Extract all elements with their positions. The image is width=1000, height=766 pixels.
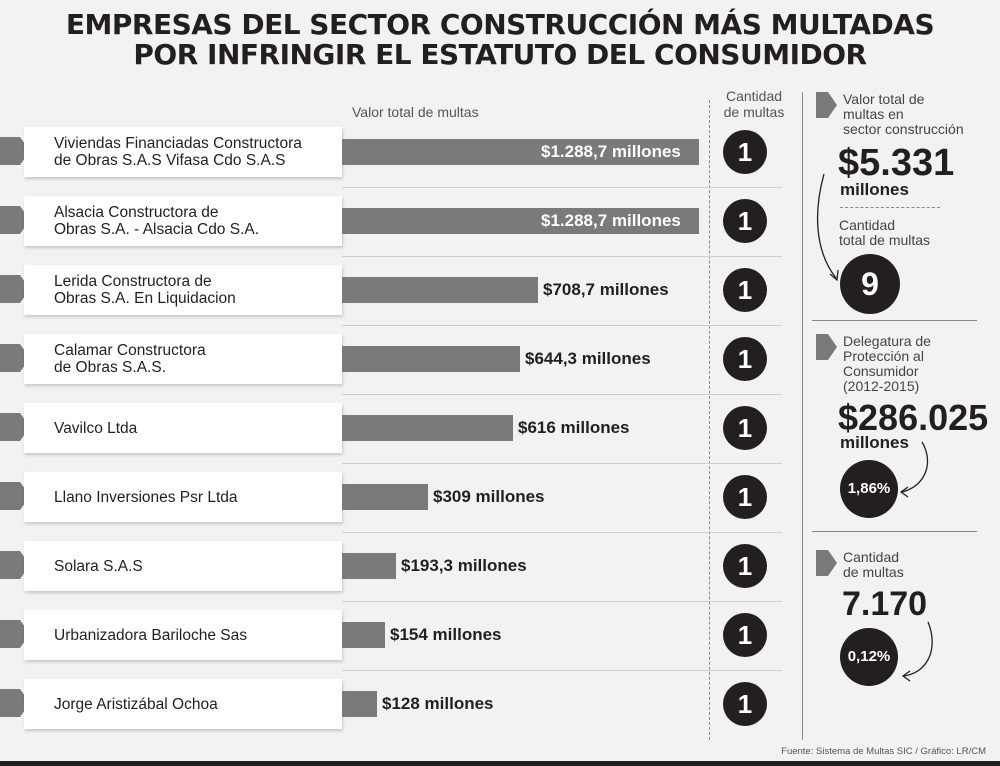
- panel-arrow-2-tip-icon: [828, 334, 837, 360]
- count-circle: 1: [723, 268, 767, 312]
- company-name: Urbanizadora Bariloche Sas: [24, 610, 342, 660]
- row-separator: [342, 670, 782, 671]
- company-name: Calamar Constructora de Obras S.A.S.: [24, 334, 342, 384]
- delegatura-unit: millones: [840, 433, 909, 452]
- value-label: $193,3 millones: [401, 556, 527, 575]
- value-bar: [342, 622, 385, 648]
- row-arrow-icon: [0, 413, 20, 441]
- panel-arrow-3-icon: [816, 550, 828, 576]
- curved-arrow-1-icon: [816, 173, 839, 282]
- curved-arrow-2-icon: [899, 441, 929, 498]
- row-separator: [342, 601, 782, 602]
- total-value-unit: millones: [840, 180, 909, 199]
- title-line-1: EMPRESAS DEL SECTOR CONSTRUCCIÓN MÁS MUL…: [65, 8, 935, 41]
- value-label: $1.288,7 millones: [541, 142, 681, 161]
- panel-arrow-icon: [816, 92, 828, 118]
- row-arrow-icon: [0, 482, 20, 510]
- total-value: $5.331: [838, 142, 955, 184]
- count-column-divider: [709, 100, 710, 740]
- value-label: $128 millones: [382, 694, 494, 713]
- row-arrow-icon: [0, 344, 20, 372]
- value-bar: [342, 553, 396, 579]
- delegatura-value: $286.025: [838, 397, 989, 438]
- total-value-label: Valor total de multas en sector construc…: [843, 91, 964, 137]
- curved-arrow-3-icon: [901, 621, 933, 682]
- company-name: Viviendas Financiadas Constructora de Ob…: [24, 127, 342, 177]
- company-name: Alsacia Constructora de Obras S.A. - Als…: [24, 196, 342, 246]
- total-count-circle: 9: [840, 254, 900, 314]
- count-circle: 1: [723, 130, 767, 174]
- row-separator: [342, 532, 782, 533]
- source-note: Fuente: Sistema de Multas SIC / Gráfico:…: [781, 746, 986, 757]
- company-name: Jorge Aristizábal Ochoa: [24, 679, 342, 729]
- multas-label: Cantidad de multas: [843, 549, 904, 580]
- company-name: Lerida Constructora de Obras S.A. En Liq…: [24, 265, 342, 315]
- value-label: $309 millones: [433, 487, 545, 506]
- bottom-rule: [0, 761, 1000, 766]
- row-separator: [342, 394, 782, 395]
- panel-arrow-2-icon: [816, 334, 828, 360]
- delegatura-percent-circle: 1,86%: [840, 460, 898, 518]
- count-column-header: Cantidad de multas: [723, 88, 785, 120]
- row-separator: [342, 463, 782, 464]
- value-label: $708,7 millones: [543, 280, 669, 299]
- row-arrow-icon: [0, 620, 20, 648]
- chart-title: EMPRESAS DEL SECTOR CONSTRUCCIÓN MÁS MUL…: [0, 10, 1000, 70]
- row-arrow-icon: [0, 689, 20, 717]
- count-circle: 1: [723, 544, 767, 588]
- row-arrow-icon: [0, 206, 20, 234]
- value-bar: [342, 691, 377, 717]
- value-bar: [342, 346, 520, 372]
- delegatura-label: Delegatura de Protección al Consumidor (…: [843, 333, 931, 394]
- row-separator: [342, 256, 782, 257]
- panel-dashed-separator: [840, 207, 940, 208]
- count-circle: 1: [723, 199, 767, 243]
- company-name: Llano Inversiones Psr Ltda: [24, 472, 342, 522]
- row-separator: [342, 187, 782, 188]
- count-circle: 1: [723, 613, 767, 657]
- count-circle: 1: [723, 406, 767, 450]
- multas-value: 7.170: [842, 585, 928, 623]
- value-bar: [342, 484, 428, 510]
- company-name: Solara S.A.S: [24, 541, 342, 591]
- value-bar: [342, 208, 699, 234]
- count-circle: 1: [723, 682, 767, 726]
- multas-percent-circle: 0,12%: [840, 628, 898, 686]
- value-label: $1.288,7 millones: [541, 211, 681, 230]
- panel-arrow-3-tip-icon: [828, 550, 837, 576]
- value-bar: [342, 415, 513, 441]
- row-arrow-icon: [0, 275, 20, 303]
- value-bar: [342, 277, 538, 303]
- title-line-2: POR INFRINGIR EL ESTATUTO DEL CONSUMIDOR: [133, 38, 867, 71]
- count-circle: 1: [723, 475, 767, 519]
- value-label: $616 millones: [518, 418, 630, 437]
- row-arrow-icon: [0, 137, 20, 165]
- panel-arrow-tip-icon: [828, 92, 837, 118]
- panel-separator-1: [812, 320, 977, 321]
- row-arrow-icon: [0, 551, 20, 579]
- value-bar: [342, 139, 699, 165]
- company-name: Vavilco Ltda: [24, 403, 342, 453]
- row-separator: [342, 325, 782, 326]
- value-label: $644,3 millones: [525, 349, 651, 368]
- value-column-header: Valor total de multas: [352, 104, 479, 120]
- panel-divider: [802, 92, 803, 740]
- panel-separator-2: [812, 531, 977, 532]
- value-label: $154 millones: [390, 625, 502, 644]
- count-circle: 1: [723, 337, 767, 381]
- total-count-label: Cantidad total de multas: [839, 217, 931, 248]
